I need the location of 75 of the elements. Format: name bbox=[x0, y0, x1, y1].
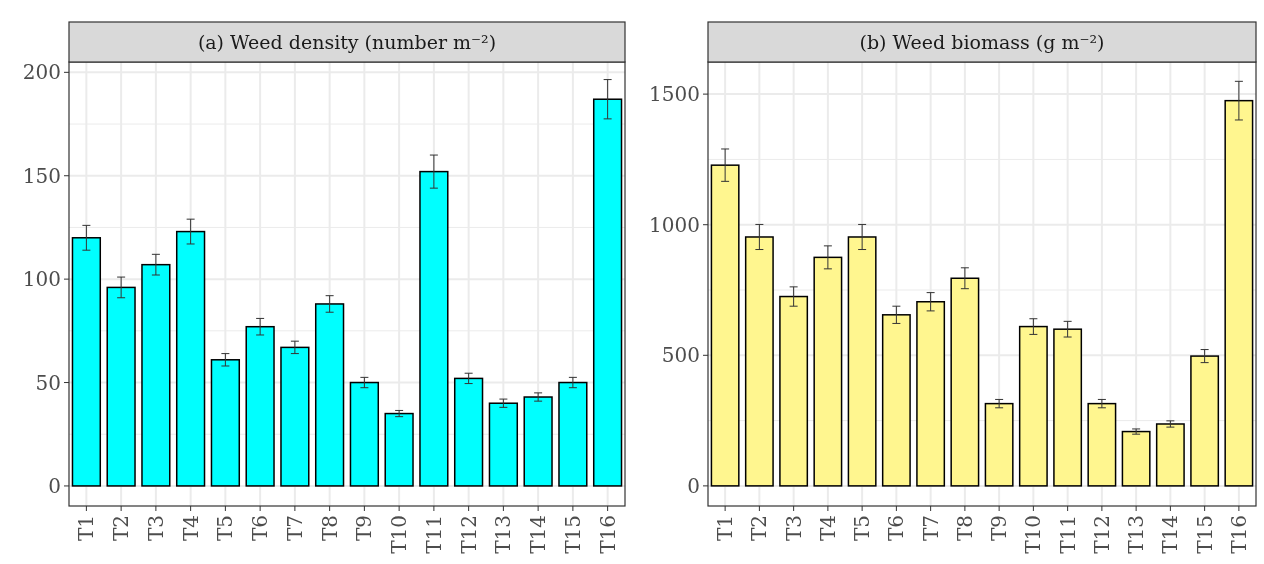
x-tick-label: T3 bbox=[781, 515, 806, 542]
x-tick-label: T2 bbox=[747, 515, 772, 542]
bar bbox=[419, 170, 449, 487]
bar bbox=[280, 346, 310, 487]
bar bbox=[71, 237, 102, 487]
x-tick-label: T8 bbox=[952, 515, 977, 542]
x-tick-label: T5 bbox=[213, 515, 238, 542]
x-tick-label: T6 bbox=[884, 515, 909, 542]
y-tick-label: 150 bbox=[22, 163, 61, 188]
y-tick-label: 1000 bbox=[649, 212, 700, 237]
x-tick-label: T12 bbox=[456, 515, 481, 554]
x-tick-label: T1 bbox=[74, 515, 99, 542]
bar bbox=[984, 402, 1014, 487]
chart-title: (a) Weed density (number m⁻²) bbox=[197, 30, 497, 53]
x-tick-label: T4 bbox=[815, 515, 840, 542]
x-tick-label: T11 bbox=[1055, 515, 1080, 554]
bar bbox=[349, 381, 380, 487]
y-tick-label: 50 bbox=[35, 370, 61, 395]
y-tick-label: 0 bbox=[687, 473, 700, 498]
x-tick-label: T12 bbox=[1089, 515, 1114, 554]
x-tick-label: T10 bbox=[387, 515, 412, 554]
bar bbox=[1190, 355, 1220, 487]
bar bbox=[106, 286, 136, 487]
bar bbox=[1053, 328, 1083, 487]
bar bbox=[210, 359, 241, 487]
y-tick-label: 0 bbox=[48, 473, 61, 498]
bar bbox=[314, 303, 345, 487]
x-tick-label: T3 bbox=[143, 515, 168, 542]
x-tick-label: T15 bbox=[1192, 515, 1217, 554]
bar bbox=[1018, 325, 1048, 487]
bar bbox=[1087, 402, 1117, 487]
x-tick-label: T15 bbox=[560, 515, 585, 554]
x-tick-label: T7 bbox=[282, 515, 307, 542]
x-tick-label: T13 bbox=[491, 515, 516, 554]
x-tick-label: T16 bbox=[595, 515, 620, 554]
x-tick-label: T1 bbox=[713, 515, 738, 542]
bar bbox=[245, 325, 275, 487]
bar bbox=[950, 277, 980, 487]
y-tick-label: 1500 bbox=[649, 82, 700, 107]
x-tick-label: T5 bbox=[850, 515, 875, 542]
x-tick-label: T10 bbox=[1021, 515, 1046, 554]
y-tick-label: 100 bbox=[22, 267, 61, 292]
chart-title: (b) Weed biomass (g m⁻²) bbox=[859, 30, 1105, 53]
y-tick-label: 200 bbox=[22, 60, 61, 85]
x-tick-label: T9 bbox=[987, 515, 1012, 542]
x-tick-label: T9 bbox=[352, 515, 377, 542]
bar bbox=[141, 263, 171, 487]
y-tick-label: 500 bbox=[661, 343, 700, 368]
bar bbox=[523, 396, 553, 487]
bar bbox=[779, 295, 809, 487]
bar bbox=[488, 402, 519, 487]
x-tick-label: T6 bbox=[248, 515, 273, 542]
bar bbox=[744, 236, 774, 487]
bar bbox=[1224, 99, 1254, 487]
bar bbox=[384, 412, 414, 487]
x-tick-label: T7 bbox=[918, 515, 943, 542]
x-tick-label: T2 bbox=[109, 515, 134, 542]
bar bbox=[592, 98, 623, 487]
bar bbox=[710, 164, 740, 487]
x-tick-label: T11 bbox=[421, 515, 446, 554]
bar bbox=[453, 377, 484, 487]
bar bbox=[881, 314, 911, 487]
bar bbox=[813, 256, 843, 487]
x-tick-label: T14 bbox=[1158, 515, 1183, 554]
bar bbox=[916, 301, 946, 487]
bar bbox=[1121, 430, 1151, 487]
x-tick-label: T14 bbox=[526, 515, 551, 554]
x-tick-label: T13 bbox=[1124, 515, 1149, 554]
bar bbox=[847, 236, 877, 487]
bar bbox=[175, 230, 206, 487]
bar bbox=[558, 381, 588, 487]
x-tick-label: T8 bbox=[317, 515, 342, 542]
x-tick-label: T16 bbox=[1226, 515, 1251, 554]
x-tick-label: T4 bbox=[178, 515, 203, 542]
bar bbox=[1155, 423, 1185, 487]
